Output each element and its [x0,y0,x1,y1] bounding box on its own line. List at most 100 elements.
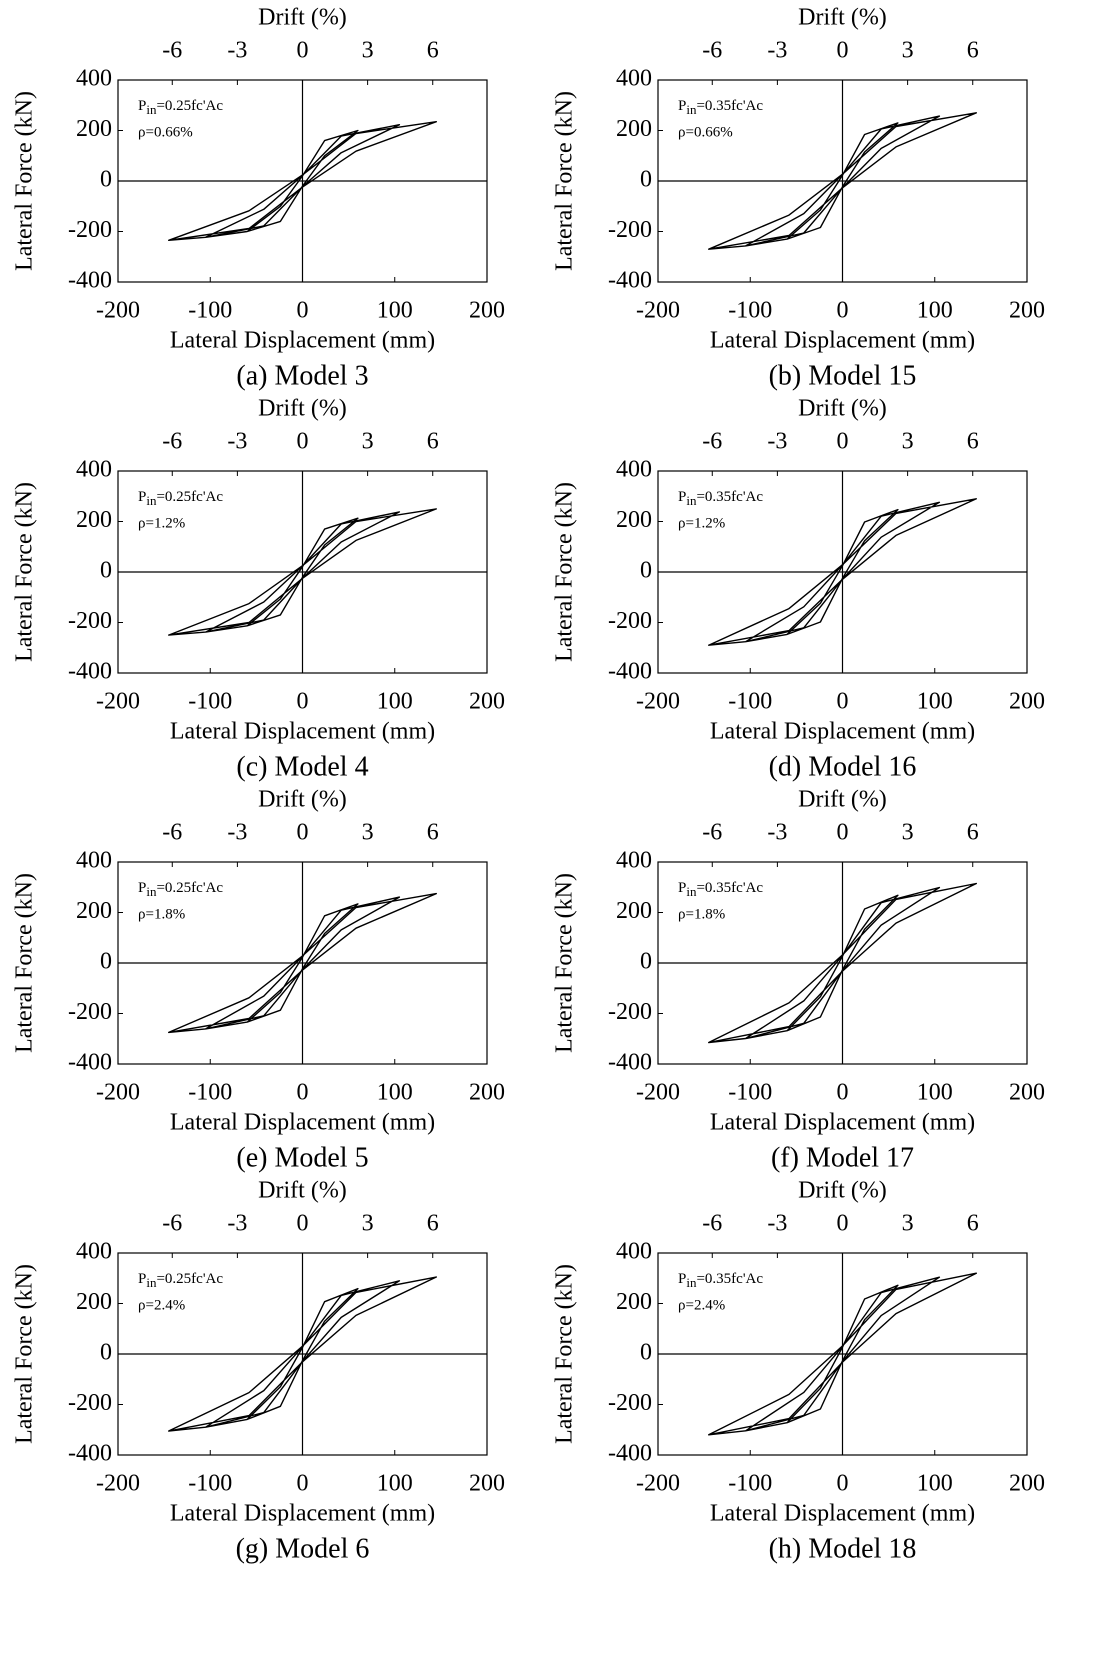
x2-tick-label: -3 [767,429,787,455]
x2-axis-label: Drift (%) [258,5,347,31]
y-tick-label: -200 [608,999,652,1025]
x-tick-label: 100 [917,298,953,324]
annotation-value: =0.35fc'Ac [696,489,763,505]
y-tick-label: 400 [616,457,652,483]
x-axis-label: Lateral Displacement (mm) [170,328,435,354]
annotation-subscript: in [146,102,157,117]
x-tick-label: -200 [96,1471,140,1497]
chart-title: (e) Model 5 [236,1142,368,1173]
x2-axis-label: Drift (%) [798,1178,887,1204]
panel: -200 -100 0 100 200 -400 -200 0 200 400 -6 -3 0 3 6 Dri… [552,787,1046,1174]
x-tick-label: 0 [837,1471,849,1497]
x-tick-label: 200 [469,689,505,715]
x2-tick-label: -3 [767,38,787,64]
x-tick-label: 200 [1009,298,1045,324]
x2-tick-label: 0 [837,38,849,64]
chart-title: (h) Model 18 [769,1533,917,1564]
x2-tick-label: 3 [902,820,914,846]
annotation-load: Pin=0.35fc'Ac [678,1271,763,1290]
x2-tick-label: -6 [702,429,722,455]
annotation-subscript: in [146,1275,157,1290]
panel: -200 -100 0 100 200 -400 -200 0 200 400 -6 -3 0 3 6 Dri… [552,5,1046,392]
x-tick-label: 0 [297,298,309,324]
y-tick-label: 0 [100,1340,112,1366]
annotation-symbol: P [138,880,146,896]
y-tick-label: -400 [608,268,652,294]
y-axis-label: Lateral Force (kN) [552,1264,578,1444]
x-tick-label: -100 [188,1471,232,1497]
x2-tick-label: 3 [902,38,914,64]
hysteresis-curve [708,498,977,646]
panel: -200 -100 0 100 200 -400 -200 0 200 400 -6 -3 0 3 6 Dri… [12,1178,506,1565]
annotation-subscript: in [146,884,157,899]
x-tick-label: 0 [297,1080,309,1106]
y-tick-label: -200 [608,217,652,243]
panel: -200 -100 0 100 200 -400 -200 0 200 400 -6 -3 0 3 6 Dri… [12,5,506,392]
annotation-subscript: in [146,493,157,508]
x-tick-label: 200 [1009,1471,1045,1497]
x2-tick-label: 3 [362,429,374,455]
panel: -200 -100 0 100 200 -400 -200 0 200 400 -6 -3 0 3 6 Dri… [12,787,506,1174]
y-tick-label: -200 [608,608,652,634]
x2-tick-label: -6 [702,38,722,64]
x-tick-label: 100 [377,298,413,324]
x-tick-label: 100 [917,689,953,715]
x2-tick-label: -6 [162,38,182,64]
annotation-load: Pin=0.35fc'Ac [678,98,763,117]
y-tick-label: -400 [68,268,112,294]
hysteresis-curve [708,882,977,1044]
y-tick-label: 200 [616,116,652,142]
annotation-value: =0.35fc'Ac [696,880,763,896]
x2-tick-label: -6 [162,429,182,455]
x2-tick-label: -3 [767,820,787,846]
annotation-load: Pin=0.25fc'Ac [138,1271,223,1290]
y-tick-label: 200 [616,898,652,924]
y-tick-label: -200 [608,1390,652,1416]
x-tick-label: 100 [917,1471,953,1497]
annotation-symbol: P [678,489,686,505]
x2-axis-label: Drift (%) [258,396,347,422]
hysteresis-curve [168,121,437,241]
x2-tick-label: 3 [362,38,374,64]
annotation-symbol: P [138,98,146,114]
x2-tick-label: 6 [427,38,439,64]
annotation-symbol: P [678,880,686,896]
x2-axis-label: Drift (%) [798,396,887,422]
y-tick-label: -400 [608,1050,652,1076]
chart-title: (d) Model 16 [769,751,917,782]
x-tick-label: -100 [188,298,232,324]
annotation-reinforcement: ρ=0.66% [138,124,193,140]
hysteresis-curve [168,508,437,636]
annotation-reinforcement: ρ=0.66% [678,124,733,140]
y-tick-label: 200 [76,1289,112,1315]
x-tick-label: -200 [636,1080,680,1106]
annotation-load: Pin=0.25fc'Ac [138,880,223,899]
x-axis-label: Lateral Displacement (mm) [170,1501,435,1527]
annotation-symbol: P [138,489,146,505]
x2-tick-label: 0 [297,429,309,455]
x-tick-label: -200 [96,1080,140,1106]
chart-title: (f) Model 17 [771,1142,914,1173]
x2-tick-label: 0 [297,38,309,64]
x2-tick-label: 0 [837,1211,849,1237]
y-tick-label: -400 [68,659,112,685]
y-tick-label: 200 [76,507,112,533]
x2-tick-label: -6 [702,820,722,846]
y-axis-label: Lateral Force (kN) [12,873,38,1053]
annotation-reinforcement: ρ=2.4% [138,1297,185,1313]
x-tick-label: -100 [188,1080,232,1106]
x2-tick-label: 6 [427,1211,439,1237]
x2-axis-label: Drift (%) [798,787,887,813]
annotation-value: =0.35fc'Ac [696,98,763,114]
y-tick-label: -400 [608,659,652,685]
y-tick-label: 200 [76,898,112,924]
y-tick-label: 0 [100,558,112,584]
x-tick-label: 0 [297,689,309,715]
y-tick-label: 200 [616,507,652,533]
x2-axis-label: Drift (%) [798,5,887,31]
x2-tick-label: 6 [967,429,979,455]
y-tick-label: 200 [76,116,112,142]
x2-tick-label: 3 [902,1211,914,1237]
x-tick-label: -200 [96,689,140,715]
panel: -200 -100 0 100 200 -400 -200 0 200 400 -6 -3 0 3 6 Dri… [552,396,1046,783]
